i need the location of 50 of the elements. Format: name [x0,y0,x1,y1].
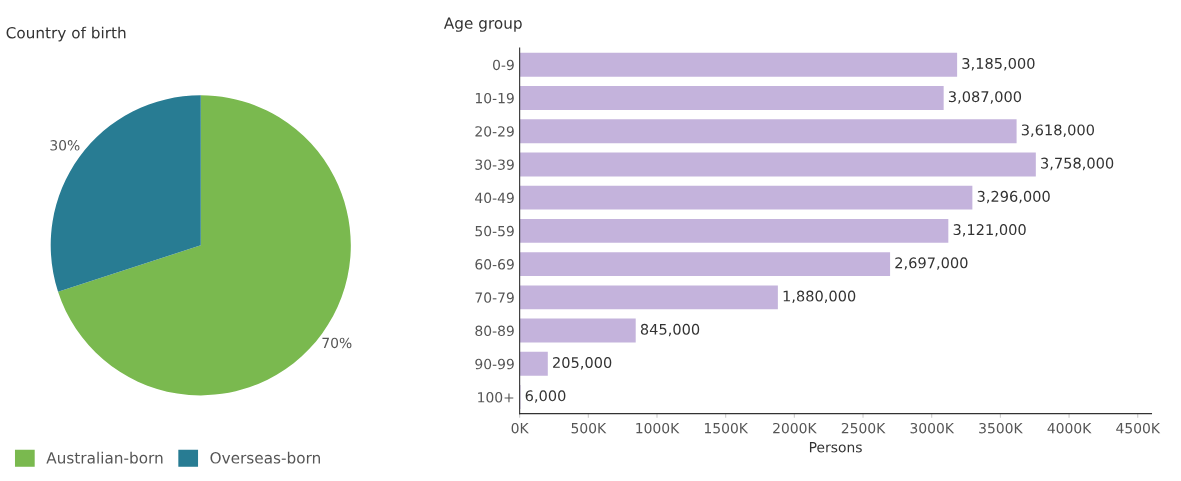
data-label: 3,296,000 [977,190,1050,204]
y-tick-label: 60-69 [475,259,514,270]
bar [519,152,1036,177]
bar [519,52,958,77]
x-tick-label: 2000K [773,422,817,434]
y-tick-label: 30-39 [475,159,514,170]
pie-slice [50,95,201,292]
data-label: 1,880,000 [783,290,856,304]
chart-title: Country of birth [6,26,126,42]
y-tick-label: 70-79 [475,292,514,303]
y-tick-label: 90-99 [475,358,514,370]
bar [519,318,636,343]
y-tick-label: 80-89 [475,325,514,337]
bar [519,218,949,243]
x-tick-label: 3000K [910,422,955,434]
y-tick-label: 10-19 [475,92,514,104]
data-label: 6,000 [525,390,566,403]
data-label: 30% [50,140,80,151]
bar [519,119,1017,144]
data-label: 3,087,000 [948,91,1022,104]
x-tick-label: 3500K [979,422,1023,434]
y-tick-label: 40-49 [475,192,514,204]
data-label: 3,121,000 [953,224,1026,237]
data-label: 70% [322,337,352,349]
bar [519,351,548,376]
x-tick-label: 1500K [704,422,749,434]
bar [519,252,891,277]
x-tick-label: 2500K [841,422,886,434]
bar [519,285,778,310]
x-tick-label: 4000K [1047,422,1092,434]
data-label: 205,000 [553,357,612,370]
y-tick-label: 50-59 [475,225,514,237]
data-label: 3,618,000 [1021,124,1095,137]
bar [519,85,944,110]
legend-label: Overseas-born [210,451,320,464]
data-label: 3,758,000 [1041,157,1114,171]
y-tick-label: 100+ [478,392,514,403]
x-tick-label: 500K [571,422,607,434]
x-tick-label: 0K [511,422,529,434]
data-label: 845,000 [640,323,700,337]
data-label: 2,697,000 [895,257,968,270]
bar [519,185,973,210]
legend-label: Australian-born [46,451,163,464]
data-label: 3,185,000 [962,57,1035,71]
x-axis-title: Persons [809,442,862,453]
chart-title: Age group [443,17,522,32]
x-tick-label: 4500K [1116,422,1161,434]
y-tick-label: 20-29 [475,126,514,137]
x-tick-label: 1000K [636,422,680,434]
y-tick-label: 0-9 [493,59,514,71]
